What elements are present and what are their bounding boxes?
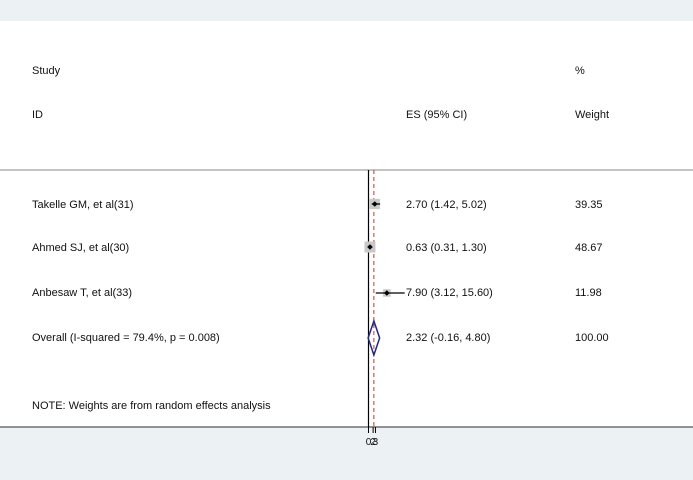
study-label: Ahmed SJ, et al(30) [32, 242, 130, 254]
study-header: Study [32, 65, 61, 77]
study-es-text: 0.63 (0.31, 1.30) [406, 242, 487, 254]
overall-weight: 100.00 [575, 332, 609, 344]
study-es-text: 7.90 (3.12, 15.60) [406, 287, 493, 299]
es-ci-header: ES (95% CI) [406, 109, 468, 121]
overall-label: Overall (I-squared = 79.4%, p = 0.008) [32, 332, 220, 344]
study-label: Anbesaw T, et al(33) [32, 287, 133, 299]
study-weight: 11.98 [575, 287, 602, 299]
study-point-estimate [371, 201, 378, 207]
study-point-estimate [384, 290, 390, 296]
weight-header-percent: % [575, 65, 585, 77]
study-es-text: 2.70 (1.42, 5.02) [406, 199, 487, 211]
study-weight: 39.35 [575, 199, 603, 211]
overall-diamond [367, 318, 381, 358]
plot-panel [0, 21, 693, 427]
x-tick-label: 0 [366, 437, 372, 448]
x-tick-label: 3 [373, 437, 379, 448]
study-label: Takelle GM, et al(31) [32, 199, 134, 211]
x-tick-label: 2 [370, 437, 376, 448]
study-point-estimate [367, 244, 373, 250]
study-weight: 48.67 [575, 242, 603, 254]
overall-es-text: 2.32 (-0.16, 4.80) [406, 332, 491, 344]
weight-header: Weight [575, 109, 610, 121]
weights-note: NOTE: Weights are from random effects an… [32, 400, 271, 412]
id-header: ID [32, 109, 43, 121]
